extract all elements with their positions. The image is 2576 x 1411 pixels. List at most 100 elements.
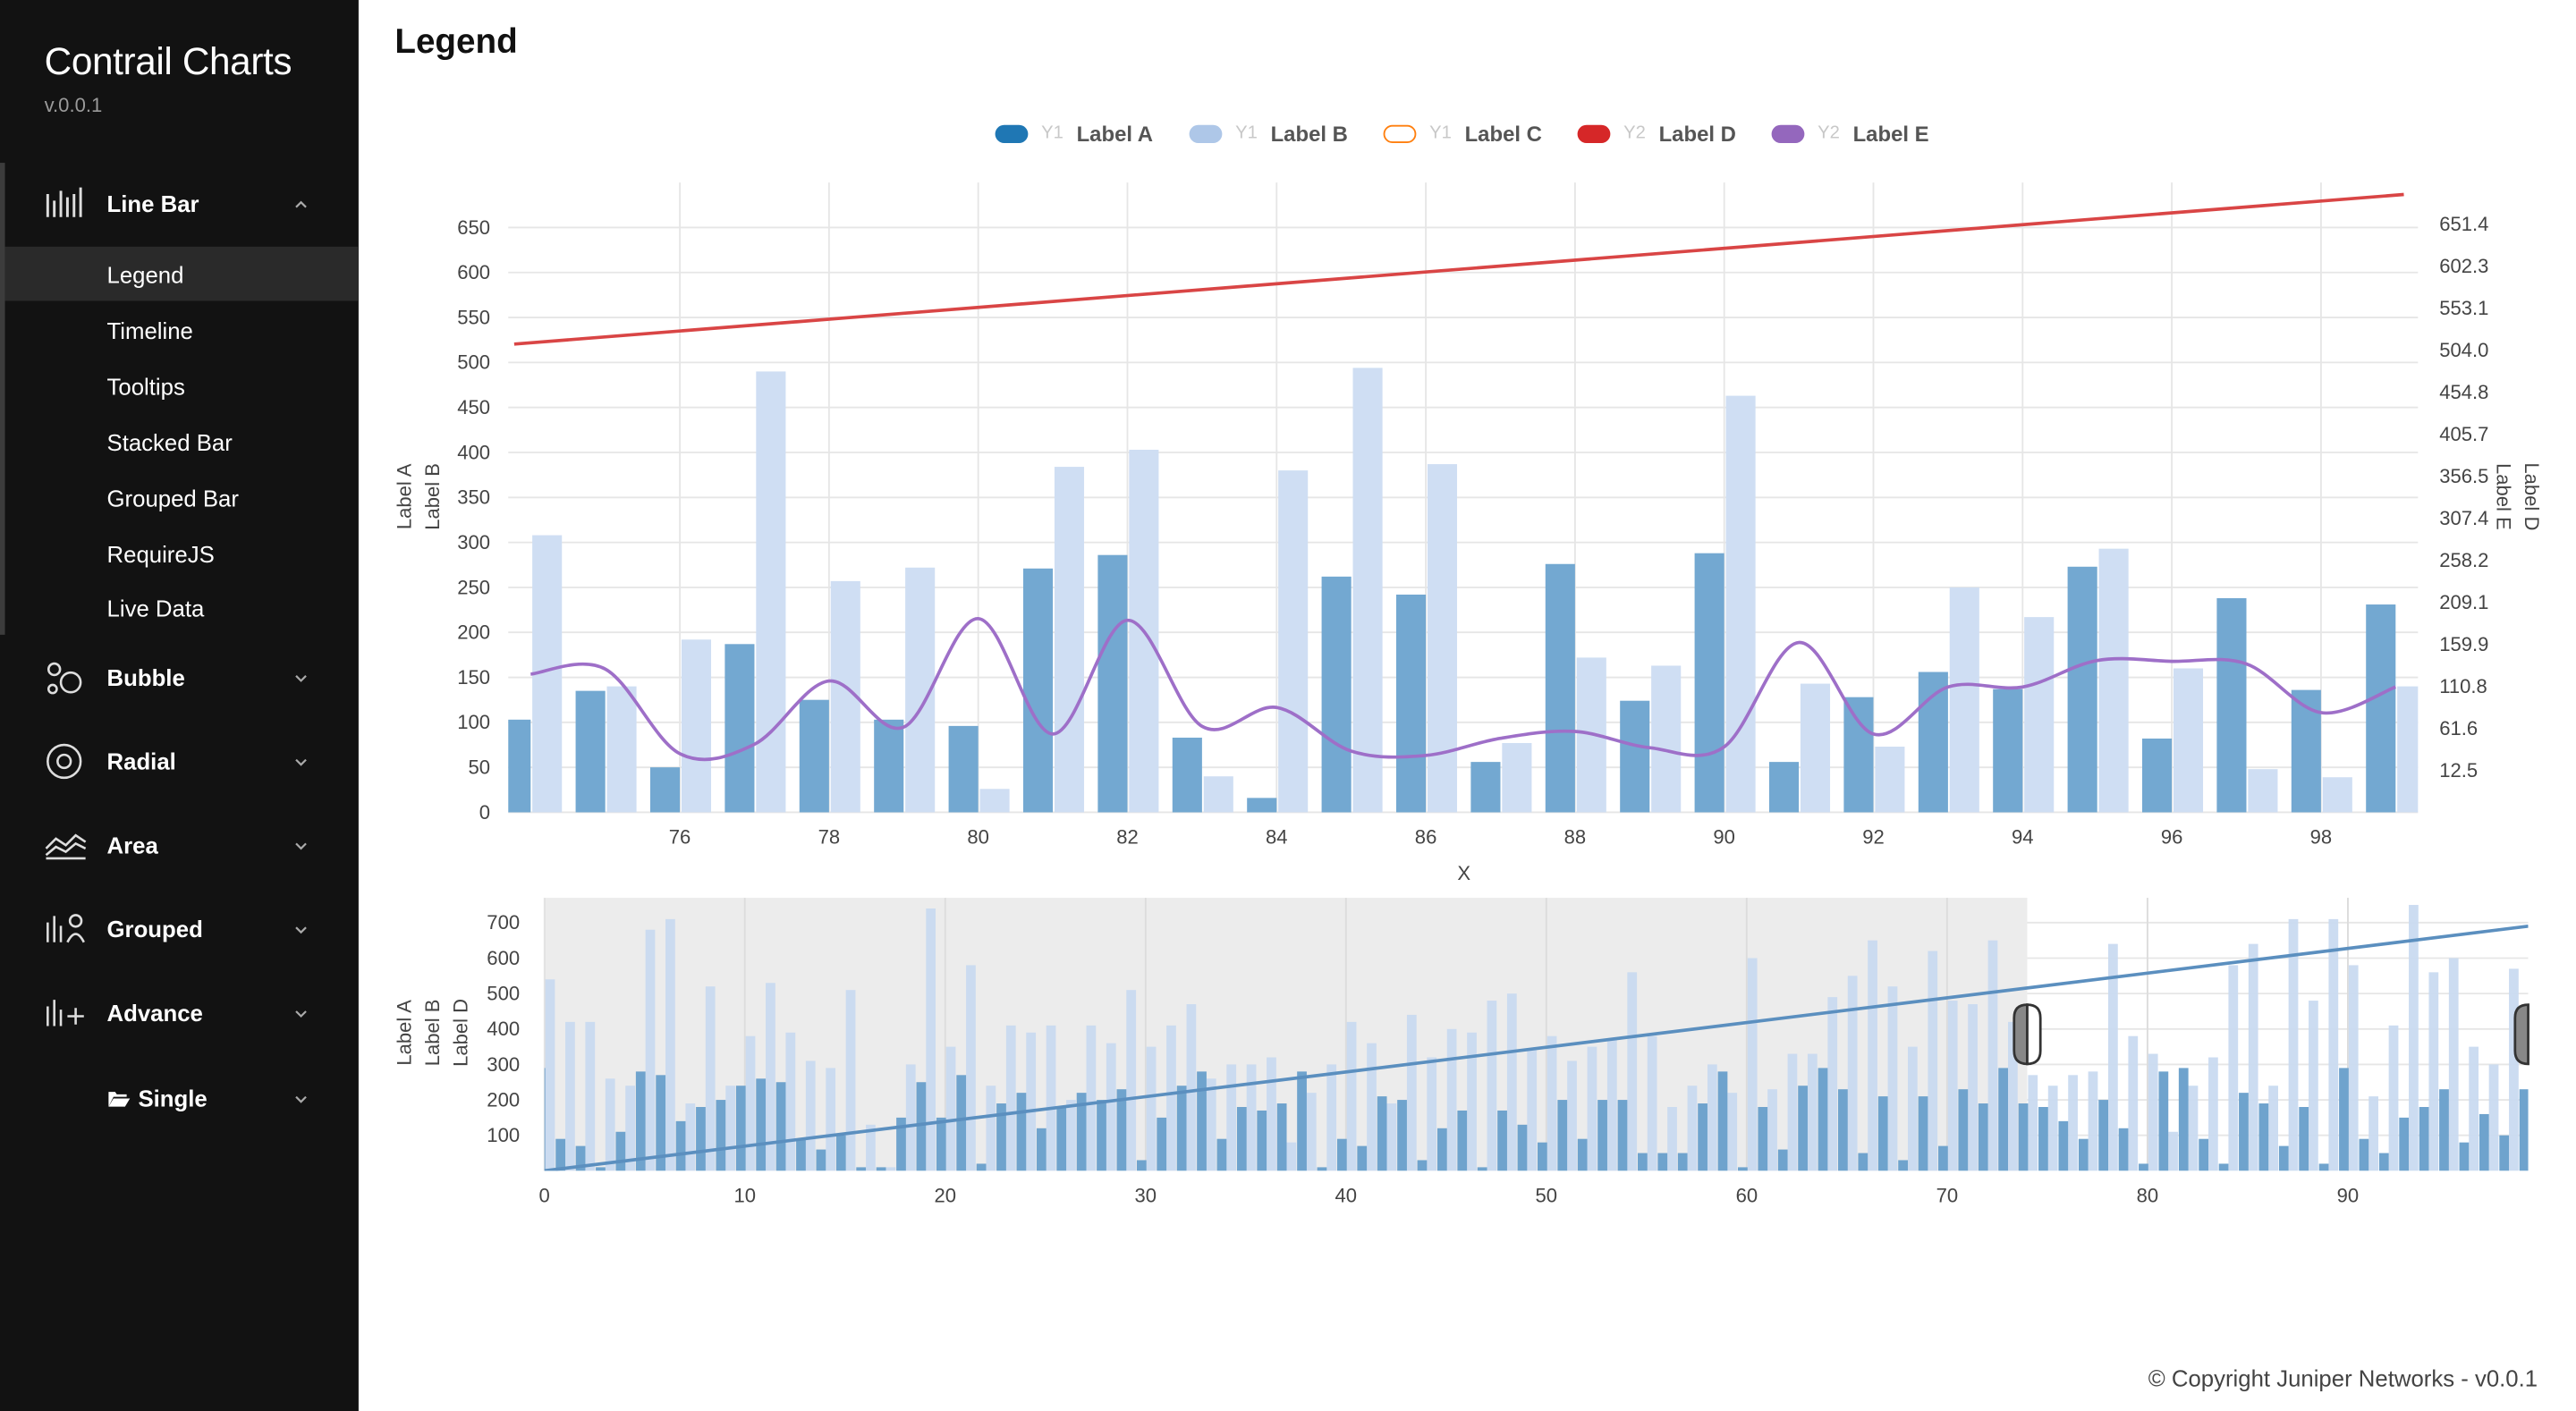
app-brand[interactable]: Contrail Charts <box>44 39 292 82</box>
nav-bar-label-a[interactable] <box>2318 1163 2329 1171</box>
bar-label-b[interactable] <box>2322 777 2352 813</box>
nav-bar-label-a[interactable] <box>2098 1100 2109 1171</box>
nav-bar-label-b[interactable] <box>1727 1093 1738 1171</box>
bar-label-a[interactable] <box>501 719 531 813</box>
bar-label-a[interactable] <box>724 644 755 813</box>
nav-bar-label-b[interactable] <box>1527 1050 1538 1171</box>
nav-item-stacked-bar[interactable]: Stacked Bar <box>5 414 359 469</box>
nav-bar-label-b[interactable] <box>2529 1029 2538 1171</box>
nav-bar-label-b[interactable] <box>1787 1053 1798 1171</box>
nav-bar-label-a[interactable] <box>2218 1163 2229 1171</box>
nav-bar-label-a[interactable] <box>1638 1153 1648 1171</box>
nav-bar-label-a[interactable] <box>1457 1110 1468 1171</box>
nav-bar-label-a[interactable] <box>2378 1153 2389 1171</box>
nav-bar-label-b[interactable] <box>725 1086 736 1171</box>
nav-bar-label-b[interactable] <box>1847 976 1858 1171</box>
nav-bar-label-a[interactable] <box>876 1167 886 1171</box>
nav-item-grouped-bar[interactable]: Grouped Bar <box>5 470 359 525</box>
bar-label-b[interactable] <box>681 639 712 813</box>
nav-bar-label-b[interactable] <box>1707 1064 1717 1171</box>
brush-handle-left-right-half[interactable] <box>2026 1003 2042 1066</box>
nav-group-single[interactable]: Single <box>0 1066 359 1132</box>
legend-item-label-c[interactable]: Y1 Label C <box>1383 115 1542 151</box>
nav-bar-label-b[interactable] <box>1907 1046 1918 1171</box>
nav-bar-label-b[interactable] <box>1887 986 1898 1171</box>
nav-bar-label-b[interactable] <box>986 1086 996 1171</box>
nav-bar-label-a[interactable] <box>1597 1100 1607 1171</box>
nav-bar-label-a[interactable] <box>1357 1145 1368 1171</box>
nav-bar-label-a[interactable] <box>2139 1163 2148 1171</box>
nav-bar-label-a[interactable] <box>2058 1120 2069 1171</box>
nav-item-legend[interactable]: Legend <box>4 246 359 301</box>
legend-item-label-e[interactable]: Y2 Label E <box>1771 115 1929 151</box>
nav-bar-label-b[interactable] <box>605 1078 615 1171</box>
nav-bar-label-b[interactable] <box>2008 1021 2018 1171</box>
nav-bar-label-b[interactable] <box>1286 1142 1297 1171</box>
bar-label-a[interactable] <box>575 690 606 813</box>
nav-bar-label-b[interactable] <box>945 1046 956 1171</box>
bar-label-a[interactable] <box>874 719 904 813</box>
nav-bar-label-b[interactable] <box>1687 1086 1698 1171</box>
nav-bar-label-b[interactable] <box>1606 1039 1617 1171</box>
nav-bar-label-a[interactable] <box>2439 1089 2449 1171</box>
nav-bar-label-b[interactable] <box>1026 1032 1037 1171</box>
nav-bar-label-a[interactable] <box>1016 1093 1027 1171</box>
nav-bar-label-a[interactable] <box>1397 1100 1407 1171</box>
nav-bar-label-b[interactable] <box>766 983 775 1171</box>
bar-label-b[interactable] <box>1502 742 1532 813</box>
nav-bar-label-b[interactable] <box>2208 1057 2218 1171</box>
nav-bar-label-b[interactable] <box>665 918 675 1171</box>
bar-label-a[interactable] <box>1843 697 1874 813</box>
nav-bar-label-b[interactable] <box>1546 1035 1557 1171</box>
nav-bar-label-a[interactable] <box>775 1082 786 1171</box>
nav-bar-label-a[interactable] <box>1497 1110 1507 1171</box>
nav-bar-label-b[interactable] <box>1326 1064 1337 1171</box>
nav-bar-label-a[interactable] <box>956 1075 967 1171</box>
nav-bar-label-a[interactable] <box>615 1131 626 1171</box>
nav-item-timeline[interactable]: Timeline <box>5 302 359 357</box>
bar-label-b[interactable] <box>1949 587 1979 813</box>
bar-label-b[interactable] <box>1725 395 1756 813</box>
nav-bar-label-a[interactable] <box>1157 1117 1167 1171</box>
nav-bar-label-a[interactable] <box>2038 1107 2048 1171</box>
nav-bar-label-a[interactable] <box>716 1100 726 1171</box>
nav-bar-label-a[interactable] <box>796 1138 806 1171</box>
nav-bar-label-b[interactable] <box>2509 968 2519 1171</box>
nav-group-grouped[interactable]: Grouped <box>0 896 359 962</box>
nav-bar-label-b[interactable] <box>1968 1004 1978 1171</box>
nav-bar-label-a[interactable] <box>1297 1071 1307 1171</box>
nav-bar-label-a[interactable] <box>2399 1117 2410 1171</box>
nav-bar-label-b[interactable] <box>2047 1086 2058 1171</box>
nav-bar-label-b[interactable] <box>2348 965 2359 1171</box>
nav-bar-label-b[interactable] <box>1046 1025 1056 1171</box>
nav-bar-label-b[interactable] <box>1367 1043 1377 1171</box>
nav-bar-label-a[interactable] <box>1798 1086 1808 1171</box>
bar-label-a[interactable] <box>1247 798 1277 813</box>
nav-bar-label-a[interactable] <box>2299 1107 2309 1171</box>
bar-label-b[interactable] <box>2173 668 2204 813</box>
nav-bar-label-a[interactable] <box>2018 1103 2029 1171</box>
nav-bar-label-b[interactable] <box>805 1060 816 1171</box>
nav-bar-label-a[interactable] <box>1657 1153 1668 1171</box>
nav-line-label-d[interactable] <box>544 924 2529 1171</box>
nav-bar-label-b[interactable] <box>545 979 555 1171</box>
nav-bar-label-b[interactable] <box>2108 943 2118 1171</box>
nav-bar-label-b[interactable] <box>966 965 976 1171</box>
nav-bar-label-b[interactable] <box>1166 1025 1176 1171</box>
bar-label-a[interactable] <box>948 725 979 813</box>
nav-bar-label-a[interactable] <box>756 1078 767 1171</box>
bar-label-b[interactable] <box>1278 470 1309 813</box>
bar-label-a[interactable] <box>1470 762 1501 813</box>
nav-bar-label-b[interactable] <box>905 1064 916 1171</box>
nav-bar-label-b[interactable] <box>1446 1028 1457 1171</box>
nav-group-area[interactable]: Area <box>0 812 359 878</box>
nav-bar-label-b[interactable] <box>565 1021 575 1171</box>
nav-bar-label-a[interactable] <box>1557 1100 1568 1171</box>
nav-bar-label-b[interactable] <box>2368 1096 2378 1171</box>
nav-bar-label-a[interactable] <box>816 1149 826 1171</box>
nav-bar-label-a[interactable] <box>1777 1149 1788 1171</box>
nav-bar-label-a[interactable] <box>1978 1103 1988 1171</box>
nav-group-radial[interactable]: Radial <box>0 729 359 795</box>
nav-bar-label-a[interactable] <box>1276 1103 1287 1171</box>
nav-bar-label-b[interactable] <box>625 1086 635 1171</box>
